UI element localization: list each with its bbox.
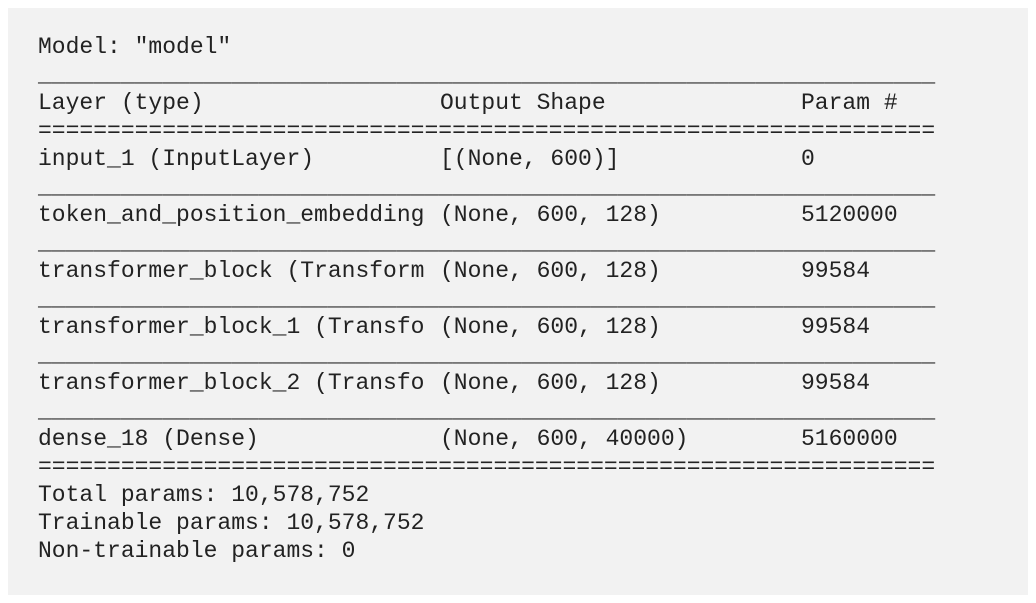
param-summary: Trainable params: 10,578,752 bbox=[38, 510, 425, 536]
rule-line: ________________________________________… bbox=[38, 61, 998, 89]
title-line: Model: "model" bbox=[38, 33, 998, 61]
param-count: 0 bbox=[801, 146, 815, 172]
param-count: 5160000 bbox=[801, 426, 898, 452]
output-cell: Model: "model" __________________________… bbox=[8, 8, 1028, 595]
column-header: Layer (type) bbox=[38, 90, 204, 116]
layer-name: dense_18 (Dense) bbox=[38, 426, 259, 452]
rule: ________________________________________… bbox=[38, 286, 936, 312]
column-header: Param # bbox=[801, 90, 898, 116]
column-header: Output Shape bbox=[440, 90, 606, 116]
rule: ________________________________________… bbox=[38, 342, 936, 368]
output-shape: [(None, 600)] bbox=[440, 146, 620, 172]
layer-name: transformer_block (Transform bbox=[38, 258, 425, 284]
rule: ________________________________________… bbox=[38, 62, 936, 88]
layer-name: transformer_block_2 (Transfo bbox=[38, 370, 425, 396]
rule-line: ________________________________________… bbox=[38, 285, 998, 313]
double-rule: ========================================… bbox=[38, 454, 936, 480]
param-count: 5120000 bbox=[801, 202, 898, 228]
rule: ________________________________________… bbox=[38, 398, 936, 424]
param-summary: Non-trainable params: 0 bbox=[38, 538, 356, 564]
layer-name: input_1 (InputLayer) bbox=[38, 146, 315, 172]
output-shape: (None, 600, 128) bbox=[440, 202, 661, 228]
double-rule-line: ========================================… bbox=[38, 453, 998, 481]
table-row: transformer_block (Transform (None, 600, … bbox=[38, 257, 998, 285]
double-rule: ========================================… bbox=[38, 118, 936, 144]
rule-line: ________________________________________… bbox=[38, 341, 998, 369]
table-row: token_and_position_embedding (None, 600, … bbox=[38, 201, 998, 229]
footer-line: Trainable params: 10,578,752 bbox=[38, 509, 998, 537]
output-shape: (None, 600, 128) bbox=[440, 314, 661, 340]
header-line: Layer (type) Output Shape Param # bbox=[38, 89, 998, 117]
rule: ________________________________________… bbox=[38, 174, 936, 200]
double-rule-line: ========================================… bbox=[38, 117, 998, 145]
layer-name: transformer_block_1 (Transfo bbox=[38, 314, 425, 340]
model-summary: Model: "model" __________________________… bbox=[38, 33, 998, 565]
param-summary: Total params: 10,578,752 bbox=[38, 482, 370, 508]
model-title: Model: "model" bbox=[38, 34, 232, 60]
rule-line: ________________________________________… bbox=[38, 173, 998, 201]
param-count: 99584 bbox=[801, 370, 871, 396]
param-count: 99584 bbox=[801, 314, 871, 340]
rule-line: ________________________________________… bbox=[38, 397, 998, 425]
param-count: 99584 bbox=[801, 258, 871, 284]
rule-line: ________________________________________… bbox=[38, 229, 998, 257]
rule: ________________________________________… bbox=[38, 230, 936, 256]
footer-line: Total params: 10,578,752 bbox=[38, 481, 998, 509]
table-row: transformer_block_2 (Transfo (None, 600, … bbox=[38, 369, 998, 397]
table-row: dense_18 (Dense) (None, 600, 40000) 516000… bbox=[38, 425, 998, 453]
output-shape: (None, 600, 128) bbox=[440, 258, 661, 284]
output-shape: (None, 600, 128) bbox=[440, 370, 661, 396]
table-row: transformer_block_1 (Transfo (None, 600, … bbox=[38, 313, 998, 341]
table-row: input_1 (InputLayer) [(None, 600)] 0 bbox=[38, 145, 998, 173]
footer-line: Non-trainable params: 0 bbox=[38, 537, 998, 565]
output-shape: (None, 600, 40000) bbox=[440, 426, 689, 452]
layer-name: token_and_position_embedding bbox=[38, 202, 425, 228]
